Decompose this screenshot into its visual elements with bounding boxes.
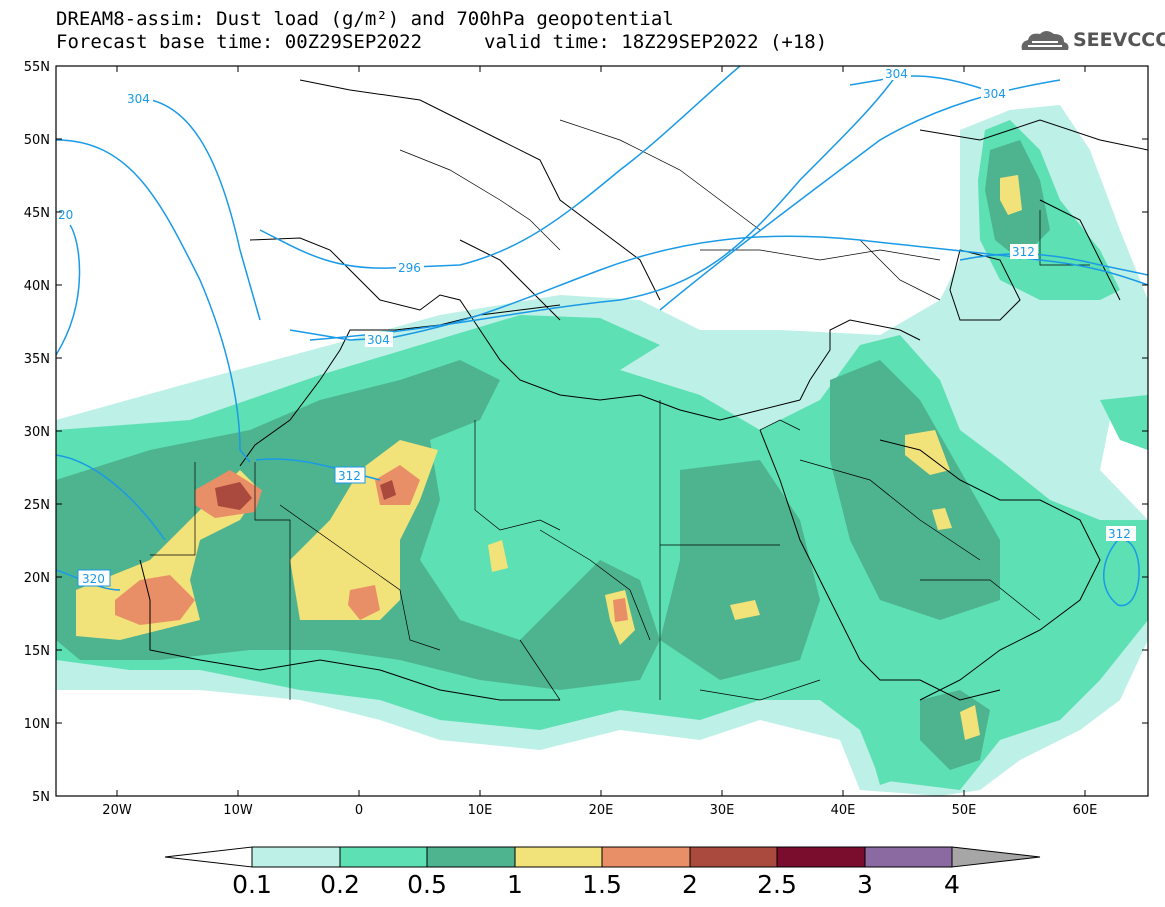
colorbar-label: 2: [682, 870, 698, 899]
lat-tick-label: 5N: [32, 790, 50, 805]
colorbar-label: 0.5: [407, 870, 447, 899]
lat-tick-label: 25N: [24, 498, 50, 513]
lat-tick-label: 30N: [24, 425, 50, 440]
lon-tick-label: 60E: [1073, 803, 1098, 818]
lon-tick-label: 20W: [102, 803, 132, 818]
valid-time: valid time: 18Z29SEP2022 (+18): [484, 31, 828, 53]
lon-tick-label: 30E: [710, 803, 735, 818]
lat-tick-label: 10N: [24, 717, 50, 732]
colorbar-swatch: [426, 846, 516, 868]
colorbar: [164, 846, 1041, 868]
lon-tick-label: 20E: [589, 803, 614, 818]
lon-tick-label: 10E: [468, 803, 493, 818]
colorbar-swatch: [339, 846, 428, 868]
colorbar-label: 4: [944, 870, 960, 899]
lat-tick-label: 40N: [24, 279, 50, 294]
colorbar-swatch: [776, 846, 866, 868]
forecast-base-time: Forecast base time: 00Z29SEP2022: [56, 31, 423, 53]
contour-label: 304: [983, 87, 1006, 101]
colorbar-high-arrow: [951, 846, 1041, 868]
lat-tick-label: 45N: [24, 206, 50, 221]
contour-label: 312: [1108, 527, 1131, 541]
lon-tick-label: 10W: [223, 803, 253, 818]
colorbar-swatch: [514, 846, 603, 868]
colorbar-label: 0.2: [320, 870, 360, 899]
colorbar-swatch: [601, 846, 691, 868]
dust-level-2: [215, 480, 396, 510]
colorbar-low-arrow: [164, 846, 253, 868]
contour-label: 20: [58, 208, 73, 222]
lat-tick-label: 50N: [24, 133, 50, 148]
lat-tick-label: 55N: [24, 60, 50, 75]
lat-tick-label: 20N: [24, 571, 50, 586]
contour-label: 296: [398, 261, 421, 275]
contour-label: 320: [82, 572, 105, 586]
lat-axis: [56, 65, 1148, 724]
contour-label: 304: [367, 333, 390, 347]
lat-tick-label: 15N: [24, 644, 50, 659]
colorbar-swatch: [689, 846, 778, 868]
lon-axis: [116, 66, 1086, 796]
lon-tick-label: 40E: [831, 803, 856, 818]
dust-level-1.5: [115, 465, 628, 625]
colorbar-swatch: [864, 846, 953, 868]
contour-labels: 304 304 304 304 296 312 312 312 320 20: [57, 66, 1136, 587]
colorbar-label: 1.5: [582, 870, 622, 899]
map-title: DREAM8-assim: Dust load (g/m²) and 700hP…: [56, 8, 674, 30]
borders: [150, 119, 1090, 701]
logo-text: SEEVCCC: [1073, 29, 1165, 51]
geopotential-contours: [56, 66, 1148, 607]
lon-tick-label: 50E: [952, 803, 977, 818]
contour-label: 312: [338, 469, 361, 483]
colorbar-label: 0.1: [232, 870, 272, 899]
lat-tick-label: 35N: [24, 352, 50, 367]
contour-label: 312: [1012, 245, 1035, 259]
contour-label: 304: [127, 92, 150, 106]
cloud-logo-icon: [1021, 31, 1069, 50]
colorbar-label: 3: [857, 870, 873, 899]
colorbar-swatch: [251, 846, 341, 868]
contour-label: 304: [885, 67, 908, 81]
colorbar-label: 2.5: [757, 870, 797, 899]
lon-tick-label: 0: [355, 803, 363, 818]
colorbar-label: 1: [507, 870, 523, 899]
